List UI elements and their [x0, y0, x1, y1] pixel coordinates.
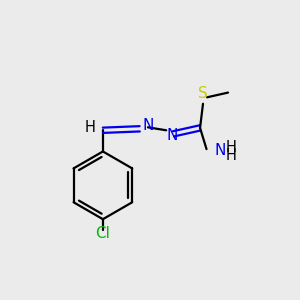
- Text: N: N: [215, 143, 226, 158]
- Text: H: H: [226, 140, 237, 155]
- Text: Cl: Cl: [95, 226, 110, 241]
- Text: S: S: [198, 86, 208, 101]
- Text: H: H: [85, 120, 96, 135]
- Text: H: H: [226, 148, 237, 163]
- Text: N: N: [142, 118, 154, 133]
- Text: N: N: [167, 128, 178, 143]
